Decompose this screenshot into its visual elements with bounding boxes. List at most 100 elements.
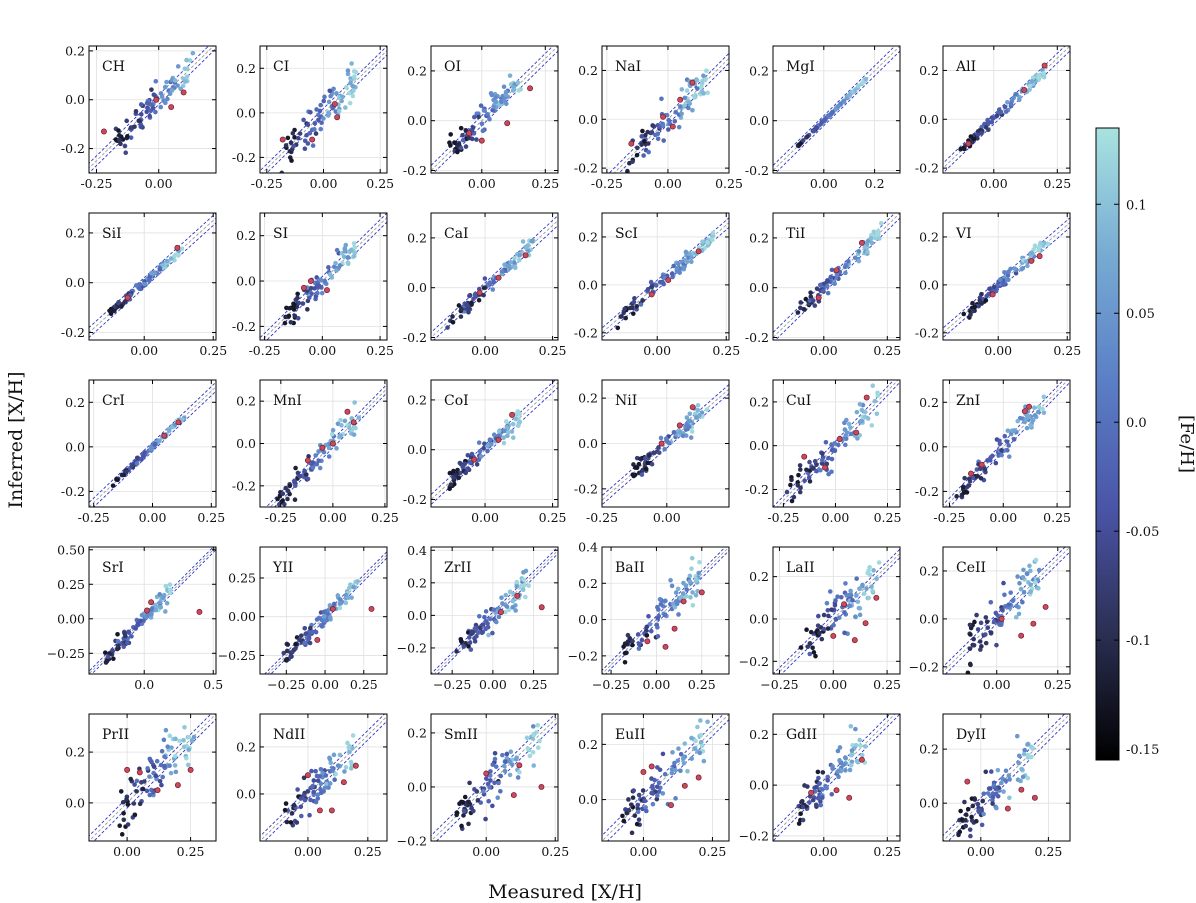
data-point bbox=[342, 418, 348, 424]
outlier-point bbox=[319, 444, 326, 451]
offset-line bbox=[273, 392, 387, 507]
data-point bbox=[687, 579, 693, 584]
data-point bbox=[451, 475, 456, 480]
y-tick-label: 0.0 bbox=[236, 105, 256, 120]
outlier-point bbox=[1031, 794, 1038, 801]
data-point bbox=[168, 256, 174, 261]
data-point bbox=[187, 58, 193, 63]
data-point bbox=[161, 737, 167, 743]
data-point bbox=[810, 645, 815, 651]
data-point bbox=[657, 597, 663, 602]
data-point bbox=[302, 146, 308, 152]
data-point bbox=[659, 96, 664, 102]
data-point bbox=[158, 104, 164, 110]
data-point bbox=[1005, 273, 1011, 278]
data-point bbox=[640, 128, 645, 134]
data-point bbox=[167, 733, 173, 739]
data-point bbox=[287, 483, 293, 489]
data-point bbox=[458, 314, 464, 319]
data-point bbox=[476, 297, 482, 303]
identity-line bbox=[943, 46, 1070, 169]
colorbar-tick-label: -0.15 bbox=[1126, 743, 1159, 758]
x-tick-label: 0.25 bbox=[366, 343, 394, 358]
data-point bbox=[860, 582, 865, 588]
data-point bbox=[836, 774, 841, 780]
data-point bbox=[137, 801, 143, 807]
data-point bbox=[646, 614, 651, 619]
panel-frame bbox=[601, 713, 730, 842]
data-point bbox=[816, 613, 821, 619]
data-point bbox=[321, 98, 327, 104]
y-tick-label: -0.2 bbox=[574, 481, 598, 496]
data-point bbox=[1036, 409, 1041, 415]
data-point bbox=[134, 461, 140, 466]
data-point bbox=[295, 291, 300, 297]
outlier-point bbox=[968, 470, 974, 477]
data-point bbox=[337, 597, 343, 602]
outlier-point bbox=[660, 113, 667, 120]
data-point bbox=[316, 449, 321, 454]
data-point bbox=[848, 588, 853, 594]
data-point bbox=[1005, 99, 1010, 105]
data-point bbox=[644, 633, 650, 638]
data-point bbox=[463, 470, 469, 476]
data-point bbox=[825, 113, 831, 119]
data-point bbox=[164, 258, 170, 264]
data-point bbox=[147, 113, 152, 119]
data-point bbox=[810, 797, 816, 803]
panel-frame bbox=[88, 546, 217, 675]
data-point bbox=[341, 254, 347, 259]
data-point bbox=[293, 641, 298, 647]
data-point bbox=[350, 93, 356, 99]
data-point bbox=[456, 303, 462, 308]
data-point bbox=[316, 283, 322, 289]
data-point bbox=[690, 602, 696, 608]
panel-frame bbox=[430, 379, 559, 508]
data-point bbox=[172, 753, 178, 759]
data-point bbox=[482, 614, 487, 620]
x-tick-label: 0.00 bbox=[819, 677, 847, 692]
x-tick-label: -0.25 bbox=[249, 343, 281, 358]
data-point bbox=[295, 787, 300, 792]
data-point bbox=[798, 811, 803, 817]
data-point bbox=[699, 743, 705, 749]
data-point bbox=[814, 784, 819, 790]
panel-CrI: -0.25 0.00 0.25-0.20.00.2 CrI bbox=[61, 379, 225, 525]
data-point bbox=[630, 642, 635, 648]
data-point bbox=[517, 419, 523, 425]
data-point bbox=[654, 622, 660, 628]
data-point bbox=[471, 296, 476, 302]
scatter-points bbox=[100, 50, 196, 156]
data-point bbox=[954, 494, 959, 499]
data-point bbox=[326, 99, 332, 105]
data-point bbox=[476, 457, 482, 462]
data-point bbox=[988, 630, 994, 635]
x-tick-label: 0.25 bbox=[874, 510, 902, 525]
data-point bbox=[165, 744, 170, 750]
data-point bbox=[991, 284, 997, 290]
data-point bbox=[312, 121, 318, 126]
data-point bbox=[630, 795, 636, 800]
outlier-point bbox=[180, 89, 187, 96]
data-point bbox=[307, 640, 313, 646]
x-tick-label: -0.25 bbox=[933, 510, 965, 525]
data-point bbox=[669, 271, 675, 276]
data-point bbox=[293, 646, 298, 651]
data-point bbox=[850, 89, 855, 95]
y-tick-label: -0.2 bbox=[745, 163, 769, 178]
offset-line bbox=[89, 47, 216, 173]
data-point bbox=[488, 773, 493, 778]
x-tick-label: -0.25 bbox=[767, 510, 799, 525]
data-point bbox=[348, 766, 354, 771]
data-point bbox=[126, 629, 131, 635]
data-point bbox=[328, 93, 333, 99]
data-point bbox=[1027, 563, 1032, 569]
data-point bbox=[352, 400, 357, 405]
data-point bbox=[138, 111, 144, 117]
data-point bbox=[321, 609, 327, 615]
x-tick-label: 0.00 bbox=[479, 677, 507, 692]
data-point bbox=[167, 763, 172, 768]
data-point bbox=[855, 599, 861, 605]
data-point bbox=[454, 649, 459, 654]
